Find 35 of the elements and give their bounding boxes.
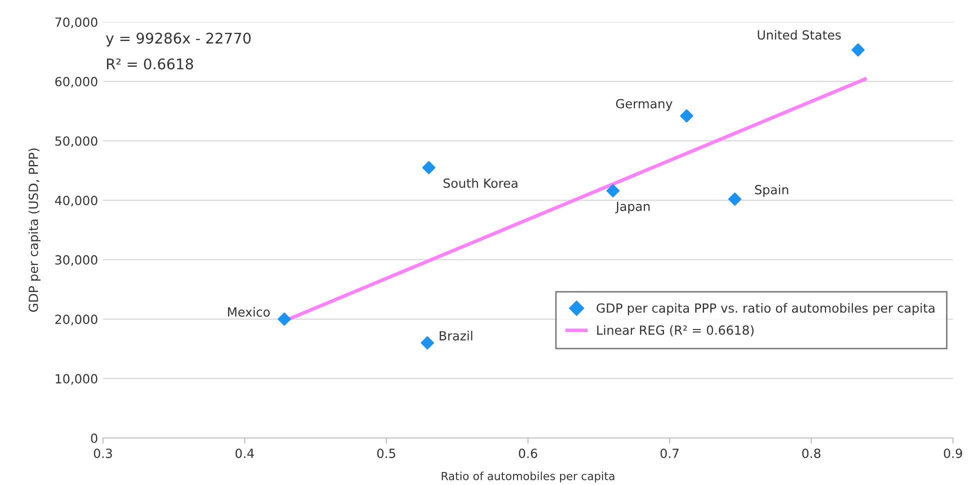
y-tick-label: 70,000	[55, 17, 98, 28]
y-tick-label: 10,000	[56, 374, 98, 385]
annotation: Spain	[755, 184, 788, 197]
annotation: Germany	[616, 98, 672, 111]
x-tick-label: 0.4	[236, 448, 254, 458]
point	[851, 43, 865, 57]
x-axis-title: Ratio of automobiles per capita	[442, 472, 614, 482]
y-tick-label: 40,000	[55, 196, 98, 206]
point	[422, 161, 436, 174]
annotation: South Korea	[444, 178, 518, 188]
y-tick-label: 20,000	[55, 314, 98, 326]
annotation: United States	[758, 30, 841, 40]
y-tick-label: 50,000	[55, 136, 98, 148]
point	[606, 184, 620, 198]
point	[420, 336, 434, 350]
annotation: Brazil	[440, 330, 472, 340]
x-tick-label: 0.9	[944, 448, 962, 458]
y-axis-title: GDP per capita (USD, PPP)	[28, 148, 41, 312]
annotation: Mexico	[228, 307, 270, 317]
point	[680, 109, 694, 122]
annotation: Japan	[615, 202, 650, 214]
point	[278, 312, 291, 326]
y-tick-label: 0	[91, 433, 98, 443]
annotation: y = 99286x - 22770	[106, 32, 251, 47]
annotation: R² = 0.6618	[106, 58, 194, 70]
point	[728, 192, 742, 206]
x-tick-label: 0.8	[802, 448, 820, 458]
legend-label: Linear REG (R² = 0.6618)	[597, 325, 754, 336]
legend-label: GDP per capita PPP vs. ratio of automobiles per capita	[596, 303, 934, 316]
x-tick-label: 0.5	[377, 448, 396, 458]
x-tick-label: 0.6	[518, 448, 538, 458]
y-tick-label: 60,000	[55, 76, 98, 88]
y-tick-label: 30,000	[55, 255, 98, 266]
x-tick-label: 0.3	[94, 448, 112, 458]
x-tick-label: 0.7	[660, 448, 679, 458]
